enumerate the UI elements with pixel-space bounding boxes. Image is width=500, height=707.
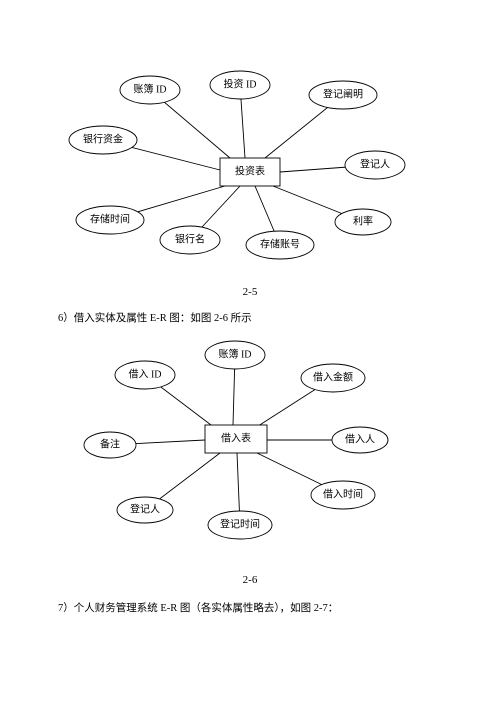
attribute-label: 账簿 ID xyxy=(218,348,251,361)
paragraph-7: 7）个人财务管理系统 E-R 图（各实体属性略去），如图 2-7： xyxy=(58,600,500,615)
attribute-label: 借入金额 xyxy=(313,371,353,384)
attribute-label: 投资 ID xyxy=(223,78,256,91)
attribute-label: 银行名 xyxy=(175,233,205,246)
attribute-label: 利率 xyxy=(353,215,373,228)
attribute-label: 银行资金 xyxy=(83,133,123,146)
attribute-label: 登记人 xyxy=(360,158,390,171)
attribute-label: 存储时间 xyxy=(90,213,130,226)
caption-2-6: 2-6 xyxy=(0,574,500,586)
attribute-label: 借入时间 xyxy=(323,488,363,501)
attribute-label: 登记时间 xyxy=(220,518,260,531)
attribute-label: 账簿 ID xyxy=(133,83,166,96)
attribute-label: 存储账号 xyxy=(260,238,300,251)
attribute-label: 登记阐明 xyxy=(323,88,363,101)
entity-label: 投资表 xyxy=(235,165,265,178)
attribute-label: 备注 xyxy=(100,438,120,451)
attribute-label: 借入 ID xyxy=(128,369,161,381)
er-diagram-investment: 投资表 账簿 ID 投资 ID 登记阐明银行资金登记人存储时间银行名 存储账号 利率 xyxy=(55,70,435,280)
attribute-label: 借入人 xyxy=(345,434,375,446)
attribute-label: 登记人 xyxy=(130,503,160,516)
caption-2-5: 2-5 xyxy=(0,286,500,298)
entity-label: 借入表 xyxy=(221,432,251,445)
er-diagram-borrow: 借入表 账簿 ID 借入 ID 借入金额备注 借入人登记人登记时间 借入时间 xyxy=(75,340,415,545)
paragraph-6: 6）借入实体及属性 E-R 图：如图 2-6 所示 xyxy=(58,310,500,325)
